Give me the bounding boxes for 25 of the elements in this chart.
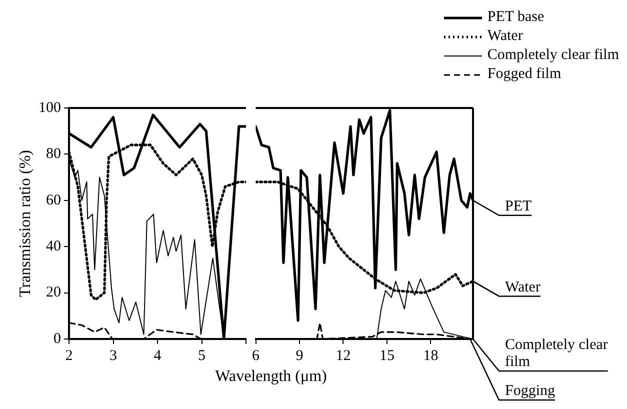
legend-label: Fogged film <box>487 65 562 84</box>
x-tick-label: 4 <box>154 348 162 364</box>
y-tick-label: 0 <box>54 330 61 347</box>
text: Fogging <box>505 383 556 399</box>
y-tick-label: 100 <box>38 100 61 116</box>
x-tick-label: 18 <box>423 348 438 364</box>
legend-label: Water <box>487 27 523 46</box>
x-tick-label: 3 <box>110 348 117 364</box>
y-tick-label: 80 <box>46 146 61 162</box>
text: Water <box>505 279 540 296</box>
x-tick-label: 12 <box>336 348 351 364</box>
x-tick-label: 9 <box>296 348 304 364</box>
x-axis-title: Wavelength (μm) <box>214 368 328 386</box>
x-tick-label: 5 <box>198 348 206 364</box>
y-tick-label: 20 <box>46 284 61 301</box>
y-axis-title: Transmission ratio (%) <box>16 150 34 297</box>
legend-label: Completely clear film <box>487 46 619 65</box>
legend-label: PET base <box>487 8 544 27</box>
y-tick-label: 60 <box>46 192 61 208</box>
text: Completely clear film <box>505 337 608 370</box>
x-tick-label: 2 <box>65 348 73 364</box>
x-tick-label: 15 <box>379 348 394 364</box>
text: PET <box>505 198 532 214</box>
x-tick-label: 6 <box>252 348 260 364</box>
y-tick-label: 40 <box>46 238 61 255</box>
